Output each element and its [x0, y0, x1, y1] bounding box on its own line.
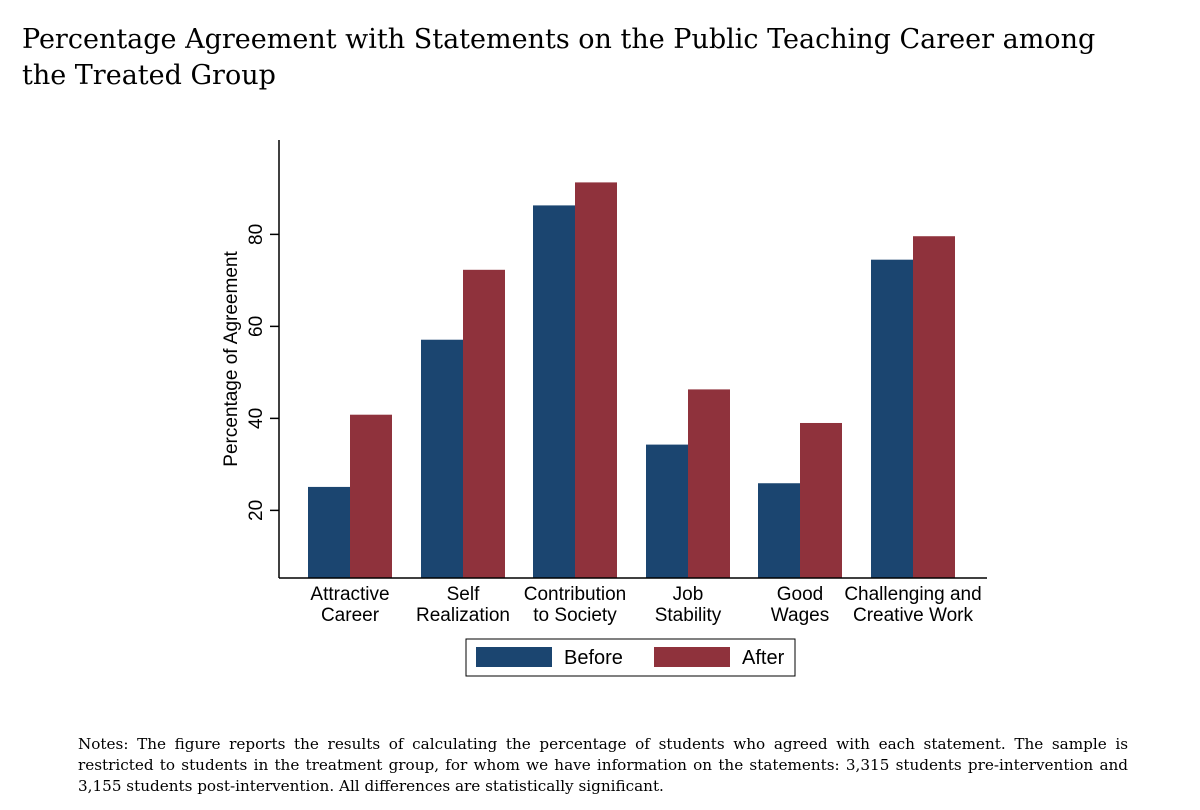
bar-before-3 [646, 444, 688, 578]
y-tick-label-2: 60 [246, 316, 267, 337]
bar-before-2 [533, 205, 575, 578]
y-tick-label-1: 40 [246, 408, 267, 429]
category-label-0-line-0: Attractive [310, 584, 389, 605]
y-axis-label: Percentage of Agreement [221, 251, 242, 467]
figure-notes: Notes: The figure reports the results of… [78, 735, 1128, 795]
legend-label-after: After [742, 647, 785, 669]
category-label-5-line-1: Creative Work [853, 605, 974, 626]
bar-after-3 [688, 389, 730, 578]
y-ticks-layer: 20 40 60 80 [246, 224, 279, 521]
bar-chart: 20 40 60 80 Percentage of Agreement Attract… [221, 140, 987, 677]
category-label-1-line-0: Self [447, 584, 480, 605]
category-label-5-line-0: Challenging and [844, 584, 981, 605]
category-label-2-line-0: Contribution [524, 584, 626, 605]
page-title: Percentage Agreement with Statements on … [22, 24, 1096, 91]
bar-before-0 [308, 486, 350, 578]
bar-after-4 [800, 422, 842, 578]
category-label-3-line-1: Stability [655, 605, 722, 626]
legend-swatch-before [476, 647, 552, 667]
category-label-1-line-1: Realization [416, 605, 510, 626]
bars-layer [308, 182, 955, 578]
category-label-0-line-1: Career [321, 605, 380, 626]
category-label-4-line-1: Wages [771, 605, 829, 626]
bar-after-5 [913, 236, 955, 578]
bar-before-4 [758, 483, 800, 578]
bar-after-1 [463, 269, 505, 578]
legend-label-before: Before [564, 647, 623, 669]
legend: Before After [465, 638, 796, 677]
y-tick-label-3: 80 [246, 224, 267, 245]
category-label-3-line-0: Job [673, 584, 704, 605]
legend-swatch-after [654, 647, 730, 667]
bar-before-5 [871, 259, 913, 578]
category-label-4-line-0: Good [777, 584, 823, 605]
bar-after-2 [575, 182, 617, 578]
bar-after-0 [350, 414, 392, 578]
category-label-2-line-1: to Society [533, 605, 617, 626]
bar-before-1 [421, 339, 463, 578]
y-tick-label-0: 20 [246, 500, 267, 521]
